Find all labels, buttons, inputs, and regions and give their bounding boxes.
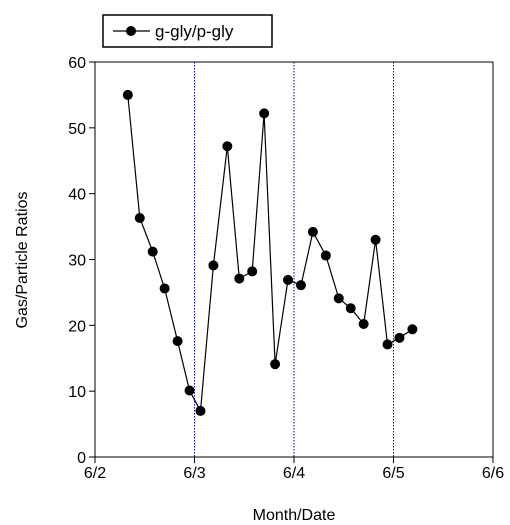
y-tick-label-6: 60	[68, 55, 86, 72]
legend-marker	[126, 26, 136, 36]
series-line	[127, 94, 413, 413]
x-tick-label-2: 6/4	[283, 465, 305, 482]
data-point-16	[320, 250, 331, 261]
data-point-21	[382, 339, 393, 350]
data-point-7	[208, 260, 219, 271]
data-point-2	[147, 246, 158, 257]
y-tick-label-0: 0	[77, 450, 86, 467]
y-axis-title: Gas/Particle Ratios	[14, 192, 31, 329]
x-tick-label-1: 6/3	[183, 465, 205, 482]
data-point-12	[270, 359, 281, 370]
y-tick-labels: 0 10 20 30 40 50 60	[68, 55, 86, 467]
data-point-1	[134, 213, 145, 224]
data-point-18	[345, 303, 356, 314]
axis-ticks	[89, 61, 494, 463]
data-point-17	[333, 293, 344, 304]
legend: g-gly/p-gly	[102, 14, 273, 48]
x-tick-label-3: 6/5	[382, 465, 404, 482]
y-tick-label-4: 40	[68, 187, 86, 204]
data-point-14	[295, 280, 306, 291]
x-tick-label-0: 6/2	[84, 465, 106, 482]
data-point-20	[370, 234, 381, 245]
data-points	[122, 89, 418, 416]
y-tick-label-5: 50	[68, 121, 86, 138]
data-point-3	[159, 283, 170, 294]
y-tick-label-1: 10	[68, 384, 86, 401]
y-tick-label-2: 20	[68, 318, 86, 335]
data-point-4	[172, 336, 183, 347]
data-point-8	[222, 141, 233, 152]
x-tick-labels: 6/2 6/3 6/4 6/5 6/6	[84, 465, 504, 482]
data-point-23	[407, 324, 418, 335]
y-tick-label-3: 30	[68, 253, 86, 270]
data-point-9	[234, 273, 245, 284]
gridlines	[194, 62, 394, 457]
data-point-11	[259, 108, 270, 119]
data-point-10	[247, 266, 258, 277]
data-point-13	[283, 274, 294, 285]
legend-label: g-gly/p-gly	[155, 22, 234, 41]
x-tick-label-4: 6/6	[482, 465, 504, 482]
data-point-15	[307, 226, 318, 237]
data-point-22	[394, 332, 405, 343]
data-point-0	[122, 89, 133, 100]
x-axis-title: Month/Date	[253, 507, 336, 524]
data-point-5	[184, 385, 195, 396]
data-point-6	[195, 405, 206, 416]
data-point-19	[358, 319, 369, 330]
